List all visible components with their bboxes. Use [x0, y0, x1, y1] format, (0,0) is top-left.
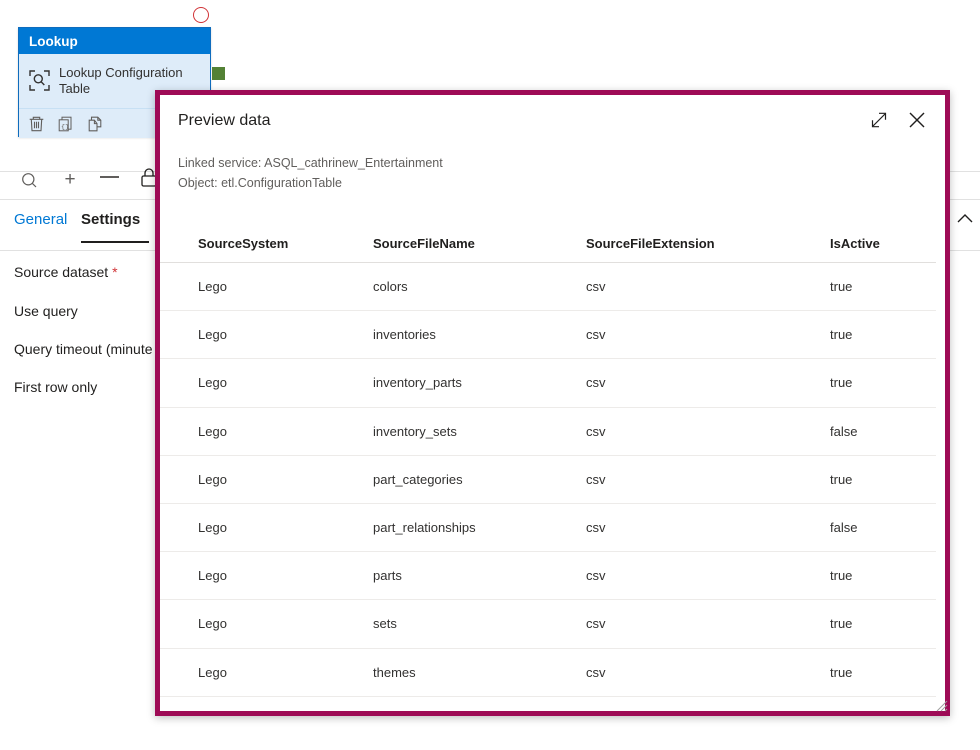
- svg-text:{}: {}: [61, 123, 69, 131]
